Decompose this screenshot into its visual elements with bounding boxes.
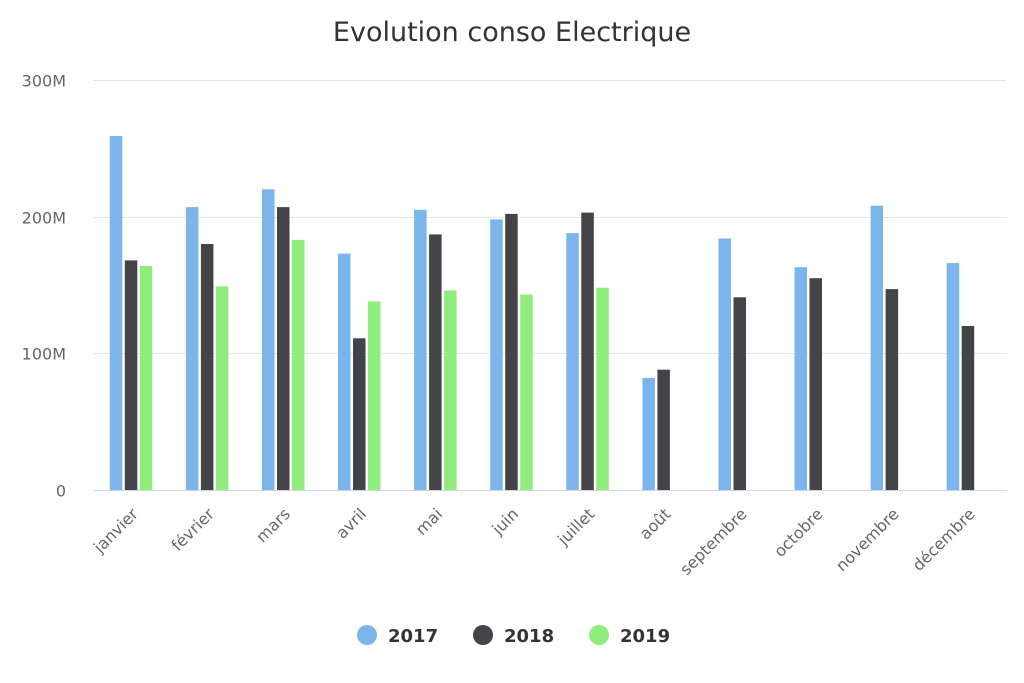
bar-2018-janvier[interactable] [124, 260, 138, 490]
legend-label: 2017 [388, 626, 438, 647]
bar-2018-novembre[interactable] [885, 289, 899, 490]
bar-2018-février[interactable] [200, 244, 214, 490]
x-tick-label: septembre [676, 504, 750, 578]
bar-2019-juillet[interactable] [596, 287, 609, 490]
legend-item-2019[interactable]: 2019 [589, 625, 670, 647]
legend[interactable]: 2017 2018 2019 [357, 625, 670, 647]
x-tick-label: mai [412, 504, 447, 539]
x-tick-label: février [167, 504, 218, 555]
x-tick-label: octobre [770, 504, 826, 560]
x-tick-label: janvier [89, 504, 142, 557]
x-tick-label: août [636, 504, 675, 543]
y-tick-label: 100M [22, 345, 66, 364]
bar-2019-janvier[interactable] [139, 265, 153, 490]
bar-2017-juillet[interactable] [566, 233, 579, 490]
y-tick-label: 0 [56, 482, 66, 501]
bars [109, 136, 975, 491]
bar-2018-juin[interactable] [505, 213, 518, 490]
legend-label: 2018 [504, 626, 554, 647]
legend-item-2018[interactable]: 2018 [473, 625, 554, 647]
bar-2017-janvier[interactable] [109, 136, 123, 490]
bar-2019-juin[interactable] [520, 294, 533, 490]
bar-2017-août[interactable] [642, 377, 655, 490]
bar-2018-mars[interactable] [277, 207, 290, 490]
x-tick-label: juin [488, 504, 523, 539]
bar-2018-juillet[interactable] [581, 212, 594, 490]
bar-2019-février[interactable] [215, 286, 229, 490]
x-tick-label: novembre [832, 504, 903, 575]
legend-marker [473, 625, 493, 645]
gridlines [93, 80, 1006, 354]
y-axis-ticks: 0 100M 200M 300M [22, 72, 66, 501]
legend-marker [357, 625, 377, 645]
bar-2017-décembre[interactable] [946, 263, 960, 490]
chart-title: Evolution conso Electrique [333, 17, 691, 48]
bar-2018-mai[interactable] [429, 234, 442, 490]
legend-label: 2019 [620, 626, 670, 647]
legend-marker [589, 625, 609, 645]
x-tick-label: mars [252, 504, 294, 546]
x-axis-ticks: janvier février mars avril mai juin juillet aoû… [89, 504, 979, 579]
bar-2017-mars[interactable] [262, 189, 275, 491]
bar-2017-novembre[interactable] [870, 205, 884, 490]
bar-2019-avril[interactable] [368, 301, 381, 490]
y-tick-label: 300M [22, 72, 66, 91]
bar-2017-juin[interactable] [490, 219, 503, 490]
bar-2017-septembre[interactable] [718, 238, 732, 491]
x-tick-label: juillet [553, 504, 598, 549]
bar-2018-avril[interactable] [353, 338, 366, 490]
y-tick-label: 200M [22, 209, 66, 228]
bar-2018-août[interactable] [657, 369, 670, 490]
bar-2017-avril[interactable] [338, 253, 351, 490]
bar-2017-février[interactable] [185, 207, 199, 490]
bar-2019-mars[interactable] [292, 239, 305, 490]
bar-2018-décembre[interactable] [961, 326, 975, 490]
bar-2019-mai[interactable] [444, 290, 457, 491]
legend-item-2017[interactable]: 2017 [357, 625, 438, 647]
bar-2018-septembre[interactable] [733, 297, 747, 490]
bar-2017-octobre[interactable] [794, 267, 808, 490]
x-tick-label: avril [332, 504, 370, 542]
bar-2018-octobre[interactable] [809, 278, 823, 490]
x-tick-label: décembre [908, 504, 978, 574]
bar-2017-mai[interactable] [414, 209, 427, 491]
